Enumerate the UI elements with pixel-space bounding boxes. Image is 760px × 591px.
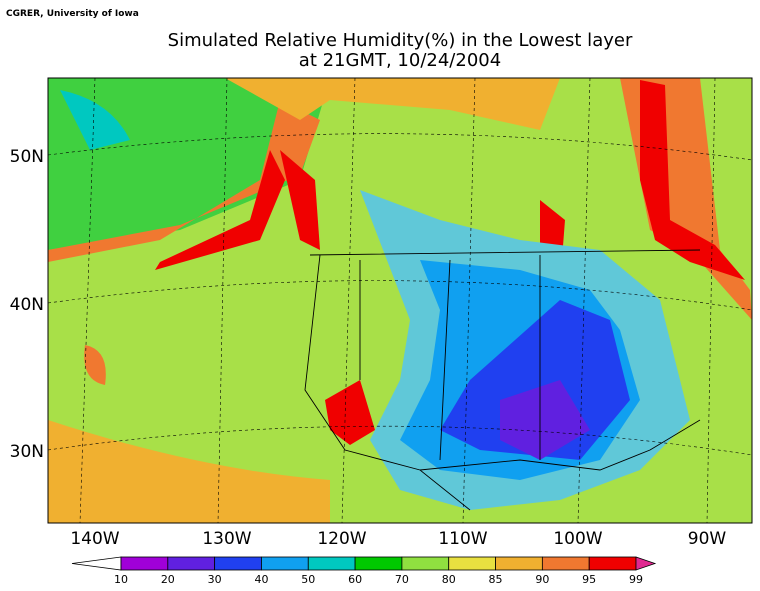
title-line: Simulated Relative Humidity(%) in the Lo… bbox=[168, 30, 633, 51]
colorbar: 10 20 30 40 50 60 70 80 85 90 95 99 bbox=[71, 556, 657, 586]
title-line: at 21GMT, 10/24/2004 bbox=[299, 50, 501, 71]
colorbar-box bbox=[448, 556, 496, 571]
colorbar-box bbox=[307, 556, 356, 571]
colorbar-label: 90 bbox=[535, 573, 549, 586]
colorbar-box bbox=[167, 556, 216, 571]
field bbox=[48, 420, 330, 523]
colorbar-label: 85 bbox=[489, 573, 503, 586]
field bbox=[325, 380, 375, 445]
map-frame bbox=[47, 77, 753, 524]
field bbox=[84, 345, 106, 385]
lon-label: 110W bbox=[438, 529, 487, 549]
field bbox=[155, 150, 285, 270]
colorbar-label: 99 bbox=[629, 573, 643, 586]
lat-label: 30N bbox=[10, 442, 44, 462]
colorbar-box bbox=[541, 556, 590, 571]
colorbar-box bbox=[354, 556, 403, 571]
lon-labels: 140W 130W 120W 110W 100W 90W bbox=[70, 529, 726, 549]
field bbox=[225, 78, 560, 130]
lon-label: 120W bbox=[317, 529, 366, 549]
colorbar-label: 30 bbox=[208, 573, 222, 586]
colorbar-label: 60 bbox=[348, 573, 362, 586]
colorbar-label: 80 bbox=[442, 573, 456, 586]
lat-label: 50N bbox=[10, 147, 44, 167]
credit: CGRER, University of Iowa bbox=[6, 9, 139, 19]
map bbox=[47, 77, 753, 524]
colorbar-box bbox=[120, 556, 169, 571]
colorbar-label: 95 bbox=[582, 573, 596, 586]
field bbox=[48, 78, 330, 250]
lon-label: 90W bbox=[688, 529, 727, 549]
colorbar-label: 70 bbox=[395, 573, 409, 586]
colorbar-label: 20 bbox=[161, 573, 175, 586]
lon-label: 100W bbox=[553, 529, 602, 549]
lon-label: 130W bbox=[202, 529, 251, 549]
colorbar-box bbox=[261, 556, 309, 571]
field bbox=[640, 80, 745, 280]
colorbar-end bbox=[635, 556, 657, 571]
colorbar-box bbox=[214, 556, 262, 571]
lon-label: 140W bbox=[70, 529, 119, 549]
colorbar-end bbox=[71, 556, 122, 571]
field bbox=[500, 380, 590, 460]
colorbar-box bbox=[401, 556, 450, 571]
boundaries bbox=[304, 249, 701, 511]
lat-label: 40N bbox=[10, 295, 44, 315]
colorbar-label: 10 bbox=[114, 573, 128, 586]
field bbox=[280, 150, 320, 250]
graticule bbox=[48, 78, 752, 523]
field bbox=[60, 90, 130, 150]
colorbar-label: 40 bbox=[254, 573, 268, 586]
lat-labels: 50N 40N 30N bbox=[10, 147, 44, 462]
colorbar-label: 50 bbox=[301, 573, 315, 586]
colorbar-box bbox=[495, 556, 543, 571]
colorbar-box bbox=[588, 556, 637, 571]
